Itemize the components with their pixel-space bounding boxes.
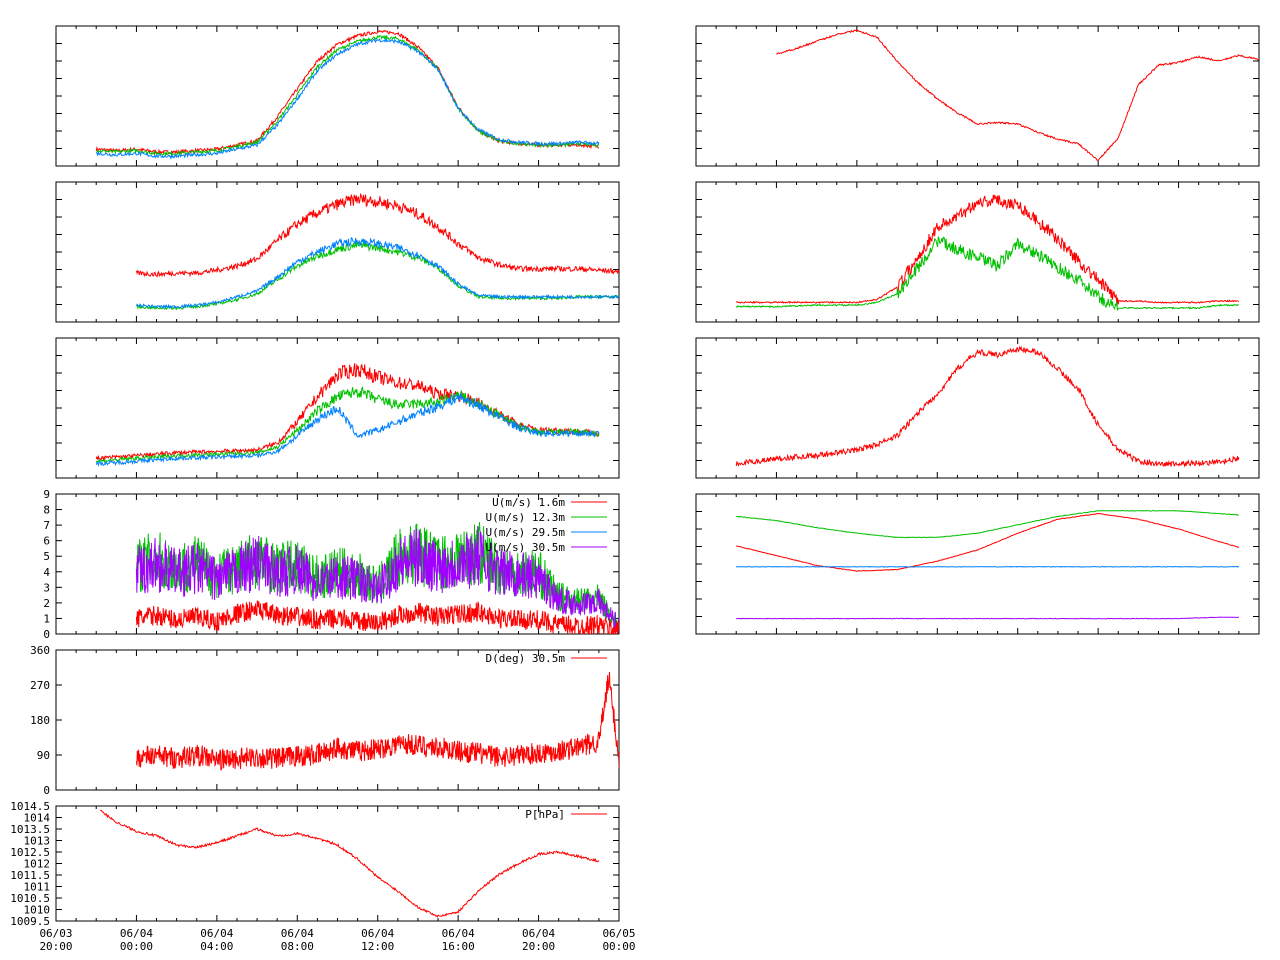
plot-frame — [695, 25, 1260, 167]
y-tick-label: 90 — [37, 749, 50, 762]
y-tick-label: 1 — [43, 612, 50, 625]
y-tick-label: 360 — [30, 644, 50, 657]
series-line-red — [735, 345, 1240, 468]
x-tick-label: 06/04 — [200, 927, 233, 940]
x-tick-label: 08:00 — [281, 940, 314, 953]
series-line-red — [99, 809, 600, 918]
y-tick-label: 8 — [43, 504, 50, 517]
y-tick-label: 4 — [43, 566, 50, 579]
plot-frame — [695, 493, 1260, 635]
x-tick-label: 12:00 — [361, 940, 394, 953]
y-tick-label: 1010 — [24, 904, 51, 917]
y-tick-label: 1011 — [24, 881, 51, 894]
y-tick-label: 7 — [43, 519, 50, 532]
legend-label: U(m/s) 29.5m — [486, 526, 566, 539]
y-tick-label: 1013 — [24, 835, 51, 848]
y-tick-label: 1012 — [24, 858, 51, 871]
x-tick-label: 06/04 — [361, 927, 394, 940]
solar-radiation-panel — [55, 181, 620, 323]
series-line-red — [135, 671, 619, 771]
series-line-red — [736, 512, 1239, 572]
right-panel-2 — [695, 181, 1260, 323]
y-tick-label: 9 — [43, 488, 50, 501]
x-tick-label: 20:00 — [39, 940, 72, 953]
plot-frame — [55, 649, 620, 791]
x-tick-label: 20:00 — [522, 940, 555, 953]
y-tick-label: 0 — [43, 784, 50, 797]
x-tick-label: 06/04 — [120, 927, 153, 940]
x-tick-label: 04:00 — [200, 940, 233, 953]
y-tick-label: 1010.5 — [10, 892, 50, 905]
right-panel-4 — [695, 493, 1260, 635]
y-tick-label: 1014.5 — [10, 800, 50, 813]
series-line-purple — [736, 616, 1240, 620]
legend-label: U(m/s) 12.3m — [486, 511, 566, 524]
y-tick-label: 1012.5 — [10, 846, 50, 859]
legend-label: P[hPa] — [525, 808, 565, 821]
surface-temperature-panel — [55, 337, 620, 479]
legend-label: U(m/s) 30.5m — [486, 541, 566, 554]
y-tick-label: 1009.5 — [10, 915, 50, 928]
series-line-blue — [135, 237, 619, 310]
legend-label: D(deg) 30.5m — [486, 652, 566, 665]
series-line-green — [96, 34, 600, 157]
series-line-red — [135, 192, 619, 278]
x-tick-label: 06/05 — [602, 927, 635, 940]
series-line-green — [95, 386, 600, 465]
x-tick-label: 00:00 — [602, 940, 635, 953]
series-line-red — [95, 363, 600, 462]
wind-direction-panel: 0 90 180 270 360 D(deg) 30.5m — [30, 644, 620, 797]
plot-frame — [55, 337, 620, 479]
y-tick-label: 1011.5 — [10, 869, 50, 882]
plot-frame — [55, 805, 620, 922]
series-line-red — [776, 29, 1259, 162]
y-tick-label: 2 — [43, 597, 50, 610]
y-tick-label: 0 — [43, 628, 50, 641]
series-line-blue — [736, 565, 1240, 568]
x-tick-label: 06/04 — [442, 927, 475, 940]
wind-speed-panel: 0 1 2 3 4 5 6 7 8 9 U(m/s) 1.6m U(m/s) 12.3m U(m/s) … — [43, 488, 620, 641]
series-line-green — [736, 509, 1239, 539]
y-tick-label: 5 — [43, 550, 50, 563]
series-line-green — [735, 236, 1240, 311]
y-tick-label: 1014 — [24, 812, 51, 825]
y-tick-label: 6 — [43, 535, 50, 548]
pressure-panel: 1009.510101010.510111011.510121012.51013… — [10, 800, 620, 928]
x-tick-label: 06/04 — [522, 927, 555, 940]
series-line-blue — [96, 38, 600, 160]
y-tick-label: 270 — [30, 679, 50, 692]
y-tick-label: 180 — [30, 714, 50, 727]
x-tick-label: 06/04 — [281, 927, 314, 940]
legend-label: U(m/s) 1.6m — [492, 496, 565, 509]
temperature-panel — [55, 25, 620, 167]
y-tick-label: 3 — [43, 581, 50, 594]
series-line-red — [135, 600, 619, 634]
x-tick-label: 00:00 — [120, 940, 153, 953]
series-line-red — [735, 194, 1240, 305]
x-tick-label: 06/03 — [39, 927, 72, 940]
y-tick-label: 1013.5 — [10, 823, 50, 836]
right-panel-1 — [695, 25, 1260, 167]
x-tick-label: 16:00 — [442, 940, 475, 953]
series-line-blue — [95, 393, 600, 468]
series-line-purple — [135, 525, 619, 634]
right-panel-3 — [695, 337, 1260, 479]
series-line-green — [136, 240, 619, 311]
